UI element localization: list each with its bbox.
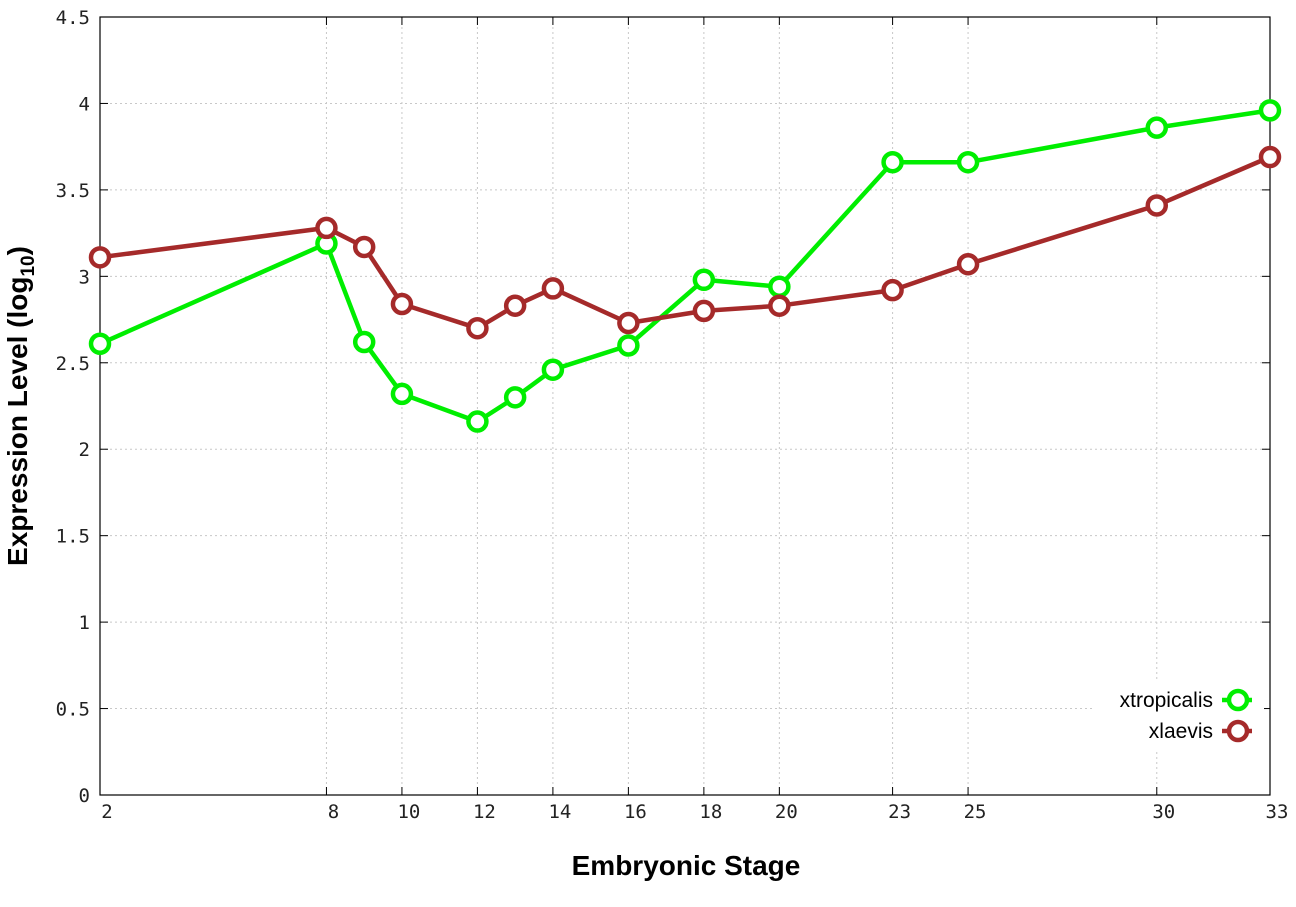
data-point xyxy=(503,386,527,409)
x-axis-title: Embryonic Stage xyxy=(572,850,801,881)
plot-frame xyxy=(99,16,1271,796)
data-point xyxy=(503,294,527,317)
y-axis-title-close: ) xyxy=(2,246,33,255)
data-point xyxy=(466,410,489,433)
data-point xyxy=(881,150,904,174)
data-point xyxy=(1145,116,1169,139)
y-tick-label: 1.5 xyxy=(56,526,90,548)
y-tick-label: 3.5 xyxy=(56,180,90,202)
y-tick-label: 0.5 xyxy=(56,699,90,721)
legend-label-xlaevis: xlaevis xyxy=(1149,720,1213,743)
y-axis-title-subscript: 10 xyxy=(18,255,39,276)
series-line-xlaevis xyxy=(99,154,1271,331)
data-point xyxy=(466,316,489,340)
x-tick-label: 16 xyxy=(624,801,647,823)
y-tick-label: 1 xyxy=(79,612,90,634)
axis-ticks xyxy=(99,16,1271,796)
data-point xyxy=(352,235,376,259)
data-point xyxy=(390,382,414,406)
x-tick-label: 30 xyxy=(1152,801,1175,823)
x-tick-label: 2 xyxy=(101,801,112,823)
series-layer xyxy=(88,99,1282,433)
data-point xyxy=(1145,194,1169,217)
legend-swatch-marker-xtropicalis xyxy=(1226,688,1250,712)
data-point xyxy=(315,216,338,240)
data-point xyxy=(1258,99,1282,122)
y-tick-label: 0 xyxy=(79,785,90,807)
x-tick-label: 23 xyxy=(888,801,911,823)
y-tick-label: 2 xyxy=(79,439,90,461)
data-point xyxy=(1258,145,1282,169)
x-tick-label: 18 xyxy=(699,801,722,823)
legend-label-xtropicalis: xtropicalis xyxy=(1120,689,1213,712)
legend-swatch-marker-xlaevis xyxy=(1226,719,1250,743)
x-tick-label: 14 xyxy=(548,801,571,823)
data-point xyxy=(881,278,904,302)
y-axis-title: Expression Level (log10) xyxy=(2,246,39,566)
data-point xyxy=(541,277,565,300)
data-point xyxy=(88,246,112,269)
x-tick-label: 20 xyxy=(775,801,798,823)
data-point xyxy=(768,294,791,317)
data-point xyxy=(768,275,791,298)
y-tick-label: 3 xyxy=(79,266,90,288)
y-tick-label: 4 xyxy=(79,93,90,115)
data-point xyxy=(692,268,716,292)
data-point xyxy=(692,299,716,323)
x-tick-labels: 2 8 10 12 14 16 18 20 23 25 30 33 xyxy=(101,801,1288,823)
x-tick-label: 12 xyxy=(473,801,496,823)
series-xlaevis xyxy=(88,145,1282,340)
data-point xyxy=(617,334,640,357)
x-tick-label: 10 xyxy=(397,801,420,823)
data-point xyxy=(352,330,376,354)
legend: xtropicalis xlaevis xyxy=(1092,680,1264,750)
y-tick-label: 2.5 xyxy=(56,353,90,375)
y-tick-labels: 0 0.5 1 1.5 2 2.5 3 3.5 4 4.5 xyxy=(56,7,90,807)
data-point xyxy=(617,311,640,335)
legend-swatches xyxy=(1222,688,1252,743)
x-tick-label: 8 xyxy=(328,801,339,823)
data-point xyxy=(541,358,565,381)
x-tick-label: 33 xyxy=(1266,801,1289,823)
series-line-xtropicalis xyxy=(99,108,1271,424)
y-axis-title-main: Expression Level (log xyxy=(2,277,33,566)
data-point xyxy=(956,252,980,276)
data-point xyxy=(390,292,414,316)
y-tick-label: 4.5 xyxy=(56,7,90,29)
series-xtropicalis xyxy=(88,99,1282,433)
data-point xyxy=(88,332,112,356)
data-point xyxy=(956,150,980,174)
grid-lines xyxy=(100,17,1270,795)
x-tick-label: 25 xyxy=(964,801,987,823)
